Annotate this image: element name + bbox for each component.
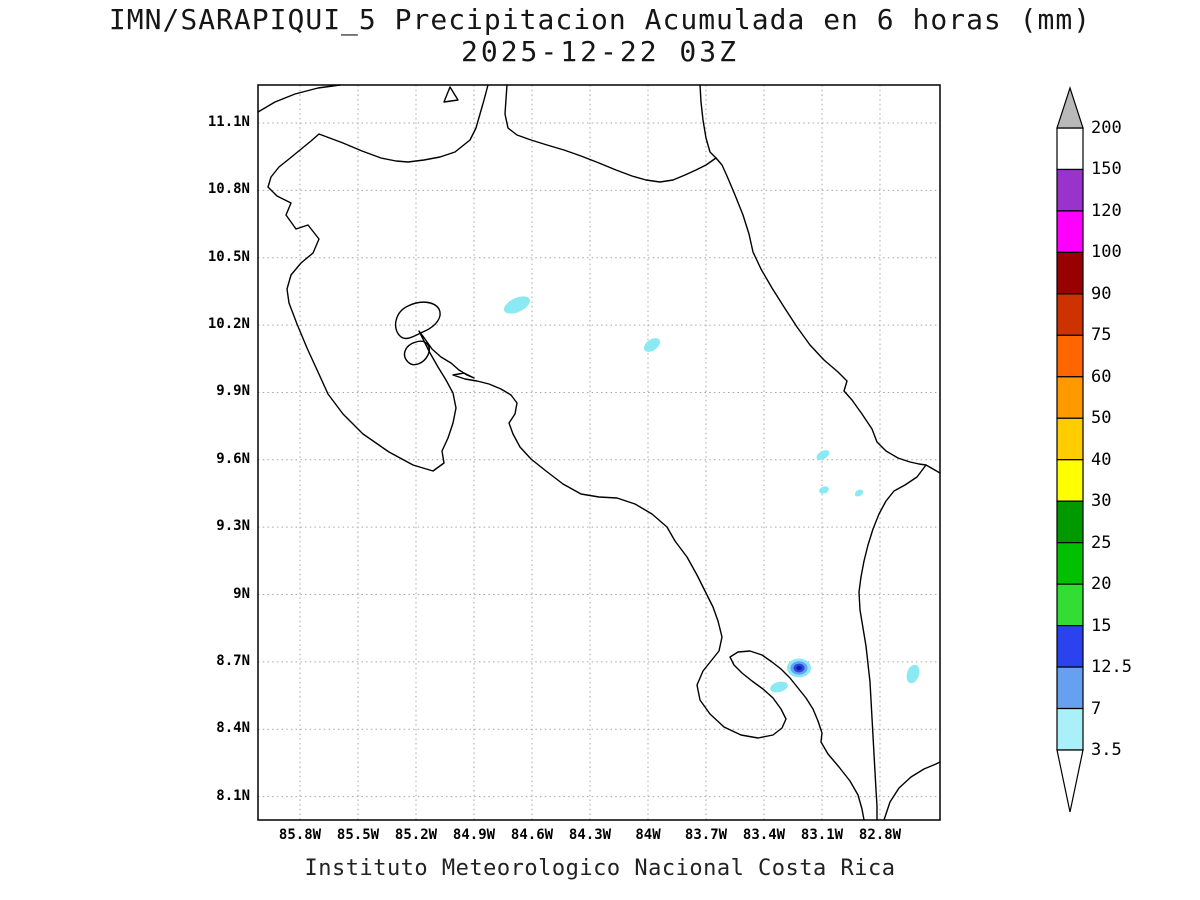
precip-max-cell xyxy=(787,658,811,678)
colorbar-segment xyxy=(1056,666,1084,710)
lake-island xyxy=(443,86,459,103)
colorbar-bottom-arrow xyxy=(1056,749,1084,813)
precip-patch xyxy=(819,486,829,494)
estuary-contour-inner xyxy=(403,340,430,366)
colorbar-segment xyxy=(1056,500,1084,544)
colorbar-segment xyxy=(1056,707,1084,751)
precip-max-core xyxy=(796,665,802,671)
precip-patch xyxy=(643,338,661,352)
costa-rica-main-outline xyxy=(267,84,865,821)
colorbar-segment xyxy=(1056,210,1084,254)
colorbar-segment xyxy=(1056,168,1084,212)
precip-shading xyxy=(503,296,920,693)
colorbar-segment xyxy=(1056,542,1084,585)
title-line-1: IMN/SARAPIQUI_5 Precipitacion Acumulada … xyxy=(108,3,1092,36)
precip-patch xyxy=(503,296,531,314)
colorbar-segment xyxy=(1056,127,1084,171)
coastlines-and-borders xyxy=(257,84,941,821)
caption: Instituto Meteorologico Nacional Costa R… xyxy=(304,856,896,881)
plot-title: IMN/SARAPIQUI_5 Precipitacion Acumulada … xyxy=(0,3,1200,68)
colorbar-segment xyxy=(1056,624,1084,668)
nicaragua-border-river xyxy=(504,84,717,183)
colorbar-segment xyxy=(1056,417,1084,461)
colorbar-segment xyxy=(1056,334,1084,378)
colorbar-segment xyxy=(1056,376,1084,419)
colorbar xyxy=(1056,86,1084,813)
colorbar-segment xyxy=(1056,293,1084,336)
colorbar-segment xyxy=(1056,583,1084,627)
precip-patch xyxy=(906,664,920,684)
panama-border xyxy=(858,464,927,821)
nicaragua-pacific-coast xyxy=(257,84,341,113)
precip-patch xyxy=(816,450,830,460)
colorbar-top-arrow xyxy=(1056,86,1084,129)
colorbar-segment xyxy=(1056,251,1084,295)
caribbean-coast xyxy=(699,84,941,474)
precip-patch xyxy=(770,681,788,693)
precip-patch xyxy=(854,489,864,497)
panama-pacific-coast xyxy=(883,761,941,821)
title-line-2: 2025-12-22 03Z xyxy=(460,35,739,68)
colorbar-segment xyxy=(1056,459,1084,502)
grid-lines xyxy=(258,85,940,820)
map-frame xyxy=(257,84,941,821)
estuary-contour-outer xyxy=(394,301,441,340)
